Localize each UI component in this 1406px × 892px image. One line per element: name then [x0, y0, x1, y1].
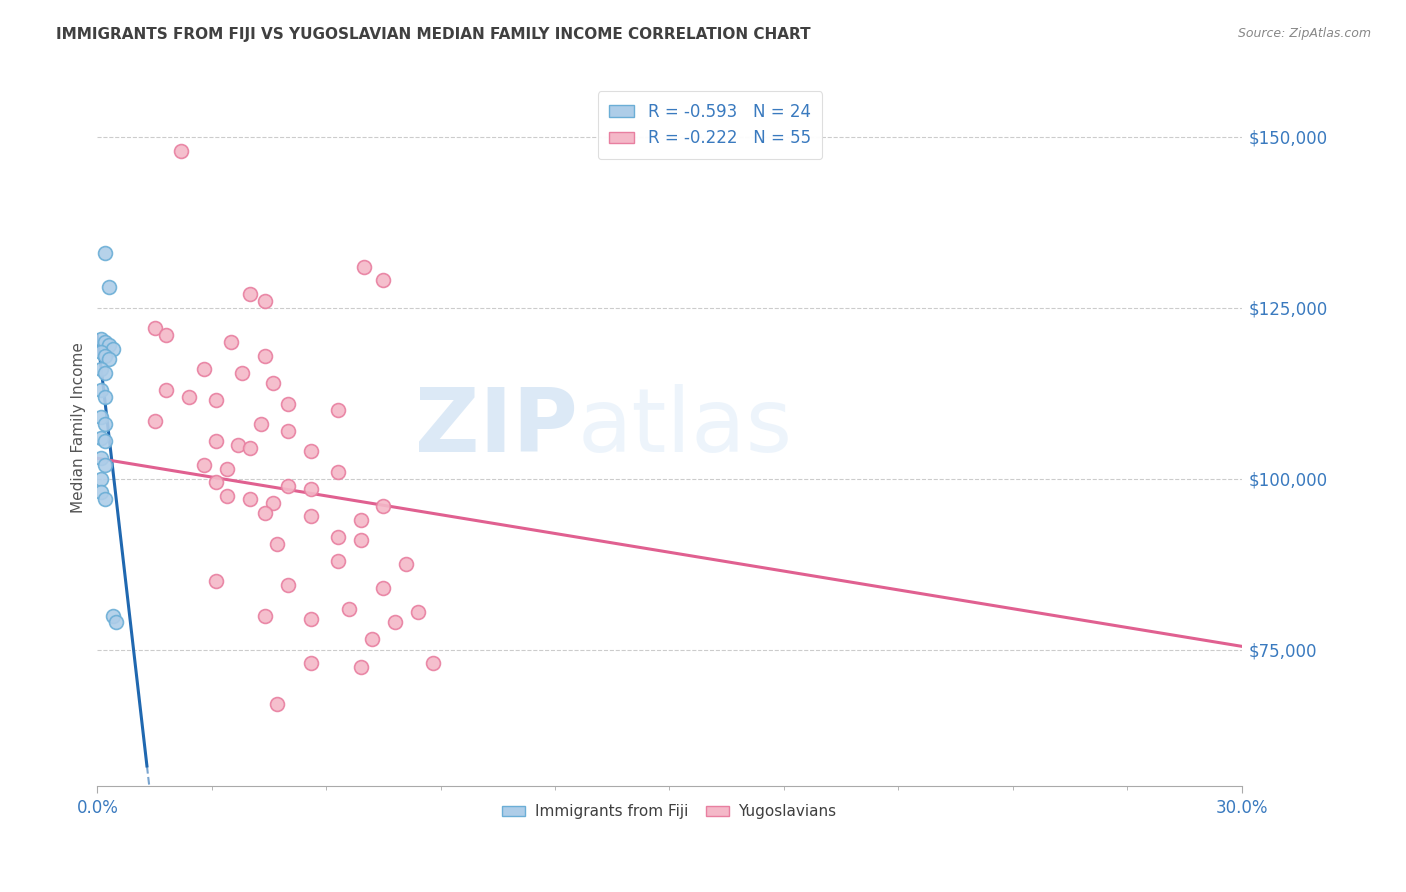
- Point: [250, 417, 273, 431]
- Point: [299, 509, 322, 524]
- Point: [254, 349, 277, 363]
- Point: [155, 383, 177, 397]
- Point: [219, 334, 242, 349]
- Point: [266, 537, 288, 551]
- Point: [266, 698, 288, 712]
- Point: [326, 465, 349, 479]
- Point: [97, 352, 120, 367]
- Point: [299, 482, 322, 496]
- Point: [277, 478, 299, 492]
- Point: [239, 492, 262, 507]
- Point: [193, 458, 215, 472]
- Point: [422, 657, 444, 671]
- Point: [215, 461, 238, 475]
- Point: [395, 558, 418, 572]
- Point: [90, 332, 112, 346]
- Point: [254, 608, 277, 623]
- Point: [299, 612, 322, 626]
- Legend: Immigrants from Fiji, Yugoslavians: Immigrants from Fiji, Yugoslavians: [496, 798, 842, 825]
- Point: [94, 334, 117, 349]
- Point: [204, 574, 226, 589]
- Point: [94, 458, 117, 472]
- Text: ZIP: ZIP: [415, 384, 578, 471]
- Point: [101, 608, 124, 623]
- Point: [170, 144, 193, 158]
- Y-axis label: Median Family Income: Median Family Income: [72, 342, 86, 513]
- Point: [239, 287, 262, 301]
- Point: [373, 499, 395, 513]
- Point: [193, 362, 215, 376]
- Point: [349, 533, 371, 548]
- Point: [97, 280, 120, 294]
- Point: [299, 444, 322, 458]
- Point: [94, 390, 117, 404]
- Point: [94, 417, 117, 431]
- Point: [373, 273, 395, 287]
- Point: [101, 342, 124, 356]
- Point: [326, 403, 349, 417]
- Point: [90, 472, 112, 486]
- Text: IMMIGRANTS FROM FIJI VS YUGOSLAVIAN MEDIAN FAMILY INCOME CORRELATION CHART: IMMIGRANTS FROM FIJI VS YUGOSLAVIAN MEDI…: [56, 27, 811, 42]
- Point: [143, 321, 166, 335]
- Point: [97, 338, 120, 352]
- Point: [239, 441, 262, 455]
- Point: [361, 632, 384, 647]
- Point: [277, 424, 299, 438]
- Point: [204, 475, 226, 490]
- Point: [177, 390, 200, 404]
- Point: [94, 349, 117, 363]
- Point: [90, 431, 112, 445]
- Point: [90, 451, 112, 466]
- Point: [254, 293, 277, 308]
- Point: [262, 376, 284, 390]
- Point: [384, 615, 406, 630]
- Point: [94, 246, 117, 260]
- Point: [349, 513, 371, 527]
- Point: [155, 328, 177, 343]
- Point: [94, 492, 117, 507]
- Point: [90, 485, 112, 500]
- Point: [231, 366, 253, 380]
- Point: [90, 383, 112, 397]
- Point: [90, 410, 112, 425]
- Point: [94, 434, 117, 449]
- Point: [228, 437, 250, 451]
- Point: [90, 362, 112, 376]
- Point: [337, 601, 360, 615]
- Point: [204, 393, 226, 408]
- Point: [94, 366, 117, 380]
- Point: [105, 615, 128, 630]
- Point: [406, 605, 429, 619]
- Point: [204, 434, 226, 449]
- Point: [326, 554, 349, 568]
- Point: [299, 657, 322, 671]
- Point: [215, 489, 238, 503]
- Point: [254, 506, 277, 520]
- Point: [277, 396, 299, 410]
- Point: [353, 260, 375, 274]
- Point: [262, 496, 284, 510]
- Point: [277, 578, 299, 592]
- Point: [326, 530, 349, 544]
- Point: [90, 345, 112, 359]
- Point: [349, 660, 371, 674]
- Point: [373, 581, 395, 595]
- Text: Source: ZipAtlas.com: Source: ZipAtlas.com: [1237, 27, 1371, 40]
- Text: atlas: atlas: [578, 384, 793, 471]
- Point: [143, 414, 166, 428]
